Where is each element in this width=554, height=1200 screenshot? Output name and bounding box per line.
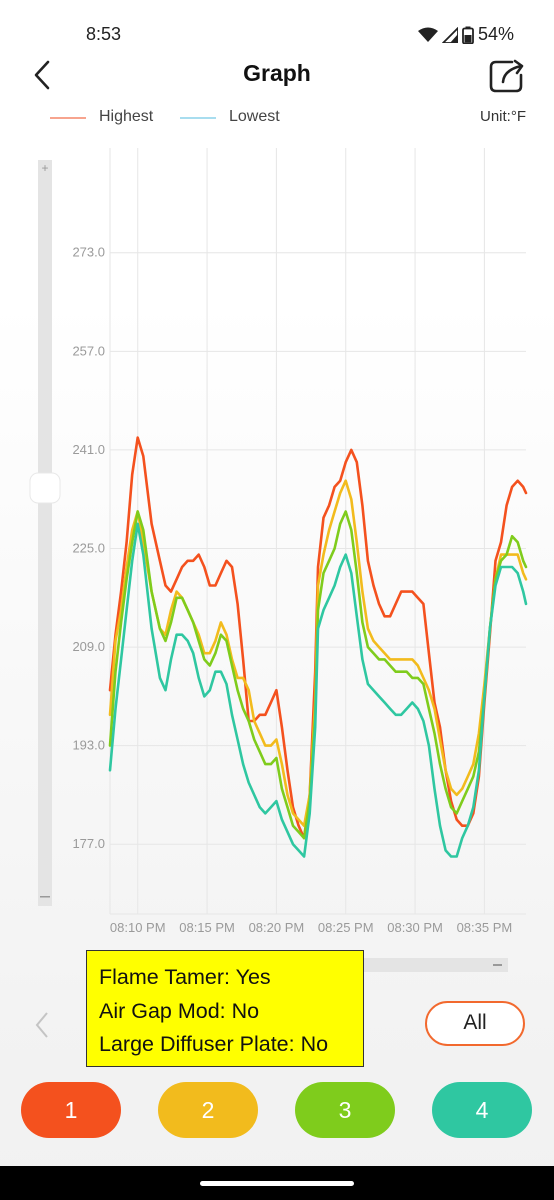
x-tick-label: 08:15 PM (179, 920, 235, 935)
temperature-chart: + 273.0 257.0 241.0 225.0 209.0 193.0 177.0 08… (29, 148, 528, 935)
highest-legend-label: Highest (99, 108, 154, 125)
series-line-probe-4 (108, 522, 528, 858)
note-line-diffuser: Large Diffuser Plate: No (99, 1032, 329, 1056)
zoom-slider-handle[interactable] (29, 472, 61, 504)
probe-3-button[interactable]: 3 (295, 1082, 395, 1138)
y-tick-label: 241.0 (72, 442, 105, 457)
x-tick-label: 08:10 PM (110, 920, 166, 935)
cell-signal-icon (441, 26, 458, 43)
chart-legend: Highest Lowest Unit:°F (0, 106, 554, 132)
share-icon[interactable] (488, 58, 526, 94)
chevron-left-icon[interactable] (32, 1010, 52, 1040)
status-icons: 54% (417, 24, 514, 45)
x-tick-label: 08:20 PM (249, 920, 305, 935)
page-title: Graph (243, 60, 311, 86)
y-tick-label: 273.0 (72, 245, 105, 260)
wifi-icon (417, 27, 438, 42)
y-tick-label: 177.0 (72, 836, 105, 851)
x-tick-label: 08:35 PM (457, 920, 513, 935)
home-indicator[interactable] (200, 1181, 354, 1186)
x-tick-label: 08:30 PM (387, 920, 443, 935)
series-line-probe-3 (108, 510, 528, 840)
series-line-probe-1 (108, 436, 528, 840)
battery-icon (462, 26, 474, 44)
status-time: 8:53 (86, 24, 122, 44)
setup-note: Flame Tamer: Yes Air Gap Mod: No Large D… (86, 950, 364, 1067)
zoom-slider-track[interactable] (38, 160, 52, 906)
all-probes-button[interactable]: All (425, 1001, 525, 1046)
zoom-minus-icon (40, 896, 50, 898)
y-tick-label: 257.0 (72, 343, 105, 358)
lowest-legend-swatch (180, 117, 216, 119)
back-arrow-icon[interactable] (28, 58, 58, 92)
y-tick-label: 225.0 (72, 540, 105, 555)
note-line-air-gap: Air Gap Mod: No (99, 998, 260, 1023)
note-line-flame-tamer: Flame Tamer: Yes (99, 965, 271, 989)
y-tick-label: 209.0 (72, 639, 105, 654)
x-tick-label: 08:25 PM (318, 920, 374, 935)
battery-percent: 54% (477, 24, 514, 44)
highest-legend-swatch (50, 117, 86, 119)
scrollbar-minus-icon (493, 964, 502, 966)
status-bar: 8:53 54% (0, 0, 554, 72)
y-tick-label: 193.0 (72, 738, 105, 753)
probe-1-button[interactable]: 1 (21, 1082, 121, 1138)
probe-4-button[interactable]: 4 (432, 1082, 532, 1138)
lowest-legend-label: Lowest (229, 108, 280, 125)
app-header: Graph (0, 52, 554, 100)
unit-label: Unit:°F (479, 108, 526, 125)
probe-2-button[interactable]: 2 (158, 1082, 258, 1138)
zoom-plus-label: + (41, 161, 48, 175)
horizontal-scrollbar[interactable] (364, 958, 508, 972)
system-nav-bar (0, 1166, 554, 1200)
